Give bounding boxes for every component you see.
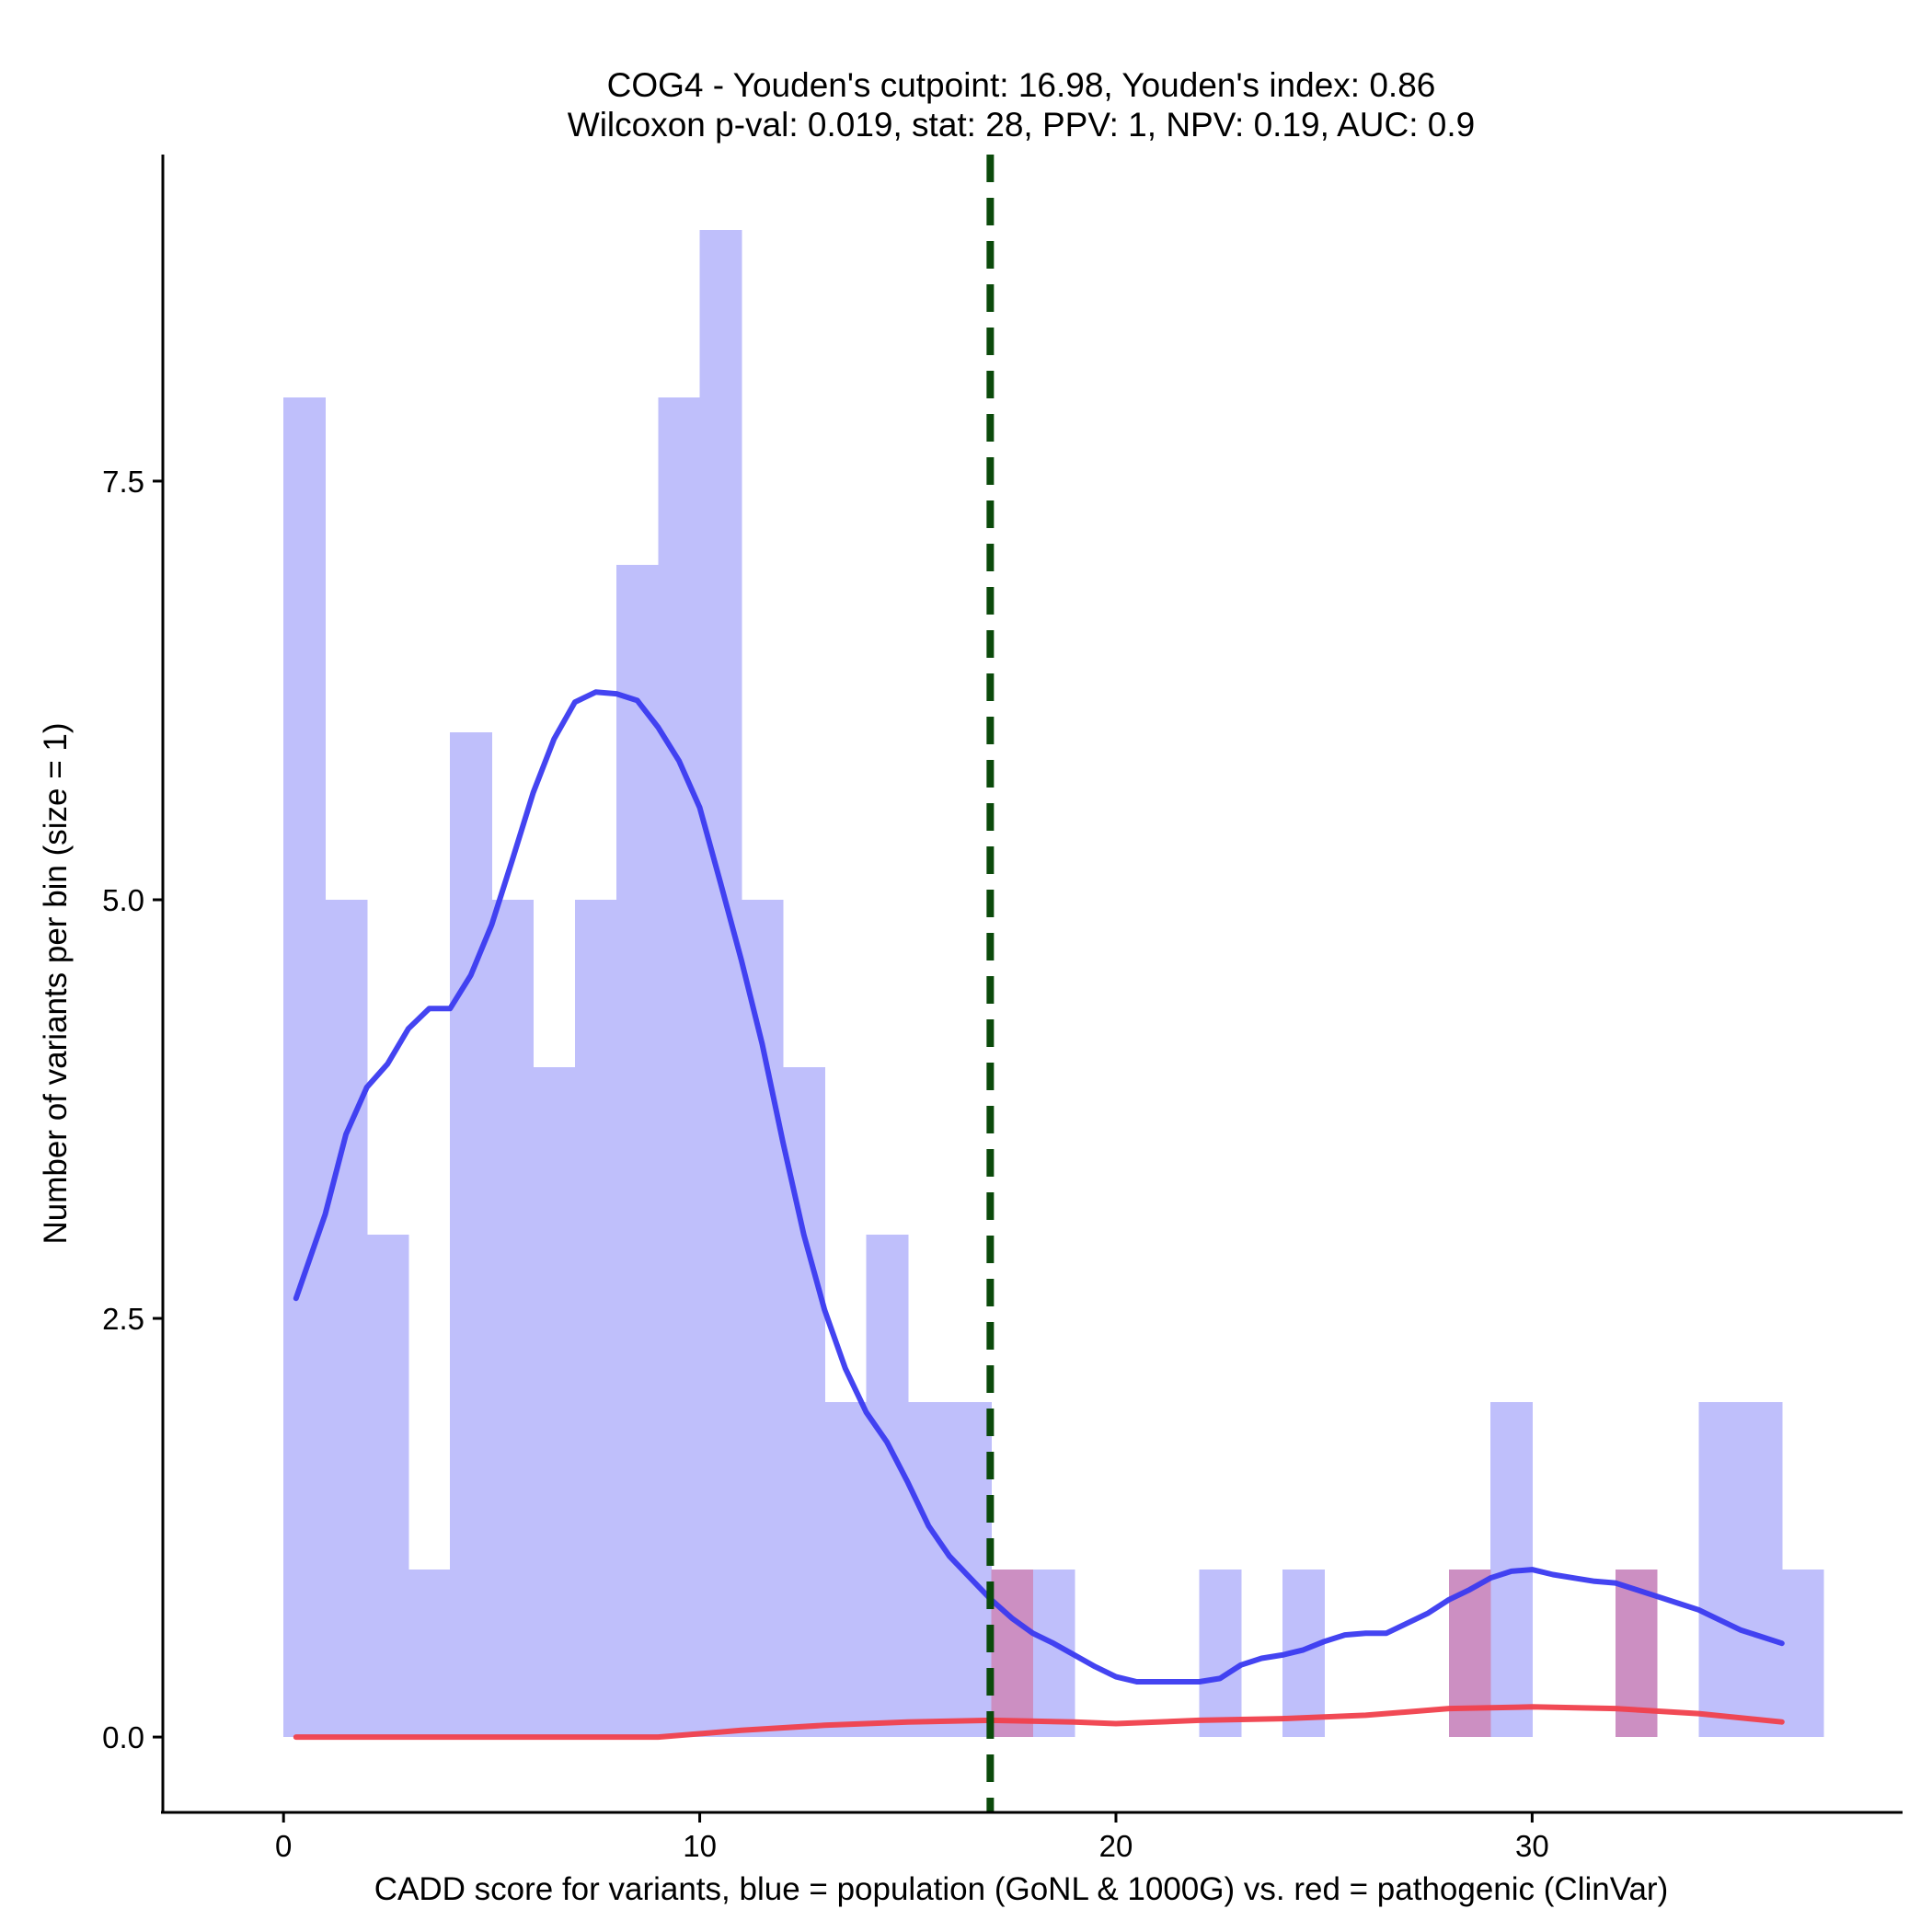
x-tick-label: 10 [683,1829,717,1863]
y-tick-label: 5.0 [102,883,144,917]
population-bar [866,1235,909,1738]
population-density-curve [293,689,1785,1685]
population-bar [1781,1570,1824,1738]
x-axis-label: CADD score for variants, blue = populati… [374,1871,1669,1907]
chart-title-line2: Wilcoxon p-val: 0.019, stat: 28, PPV: 1,… [568,106,1475,144]
population-bar [491,899,535,1738]
population-bar [366,1235,409,1738]
population-bar [533,1067,576,1738]
population-bar [824,1402,868,1738]
population-bar [658,397,701,1738]
x-tick-label: 0 [275,1829,292,1863]
population-bar [574,899,617,1738]
x-tick-label: 20 [1099,1829,1133,1863]
pathogenic-bar [991,1570,1034,1738]
y-axis-ticks: 0.0 2.5 5.0 7.5 [102,465,163,1754]
density-curves [293,689,1785,1741]
pathogenic-density-curve [293,1704,1785,1741]
x-axis-ticks: 0 10 20 30 [275,1812,1549,1863]
population-bar [1740,1402,1783,1738]
population-bar [1698,1402,1742,1738]
y-tick-label: 7.5 [102,465,144,499]
population-bar [450,731,492,1738]
population-bar [408,1570,451,1738]
y-axis-label: Number of variants per bin (size = 1) [38,722,74,1244]
population-bars [283,229,1824,1738]
y-tick-label: 2.5 [102,1302,144,1336]
population-bar [1199,1570,1242,1738]
population-bar [283,397,327,1738]
x-tick-label: 30 [1515,1829,1549,1863]
population-bar [699,229,742,1738]
chart-title-line1: COG4 - Youden's cutpoint: 16.98, Youden'… [607,66,1436,104]
population-bar [325,899,368,1738]
y-tick-label: 0.0 [102,1720,144,1754]
population-bar [741,899,784,1738]
population-bar [907,1402,950,1738]
population-bar [949,1402,992,1738]
population-bar [616,564,659,1738]
